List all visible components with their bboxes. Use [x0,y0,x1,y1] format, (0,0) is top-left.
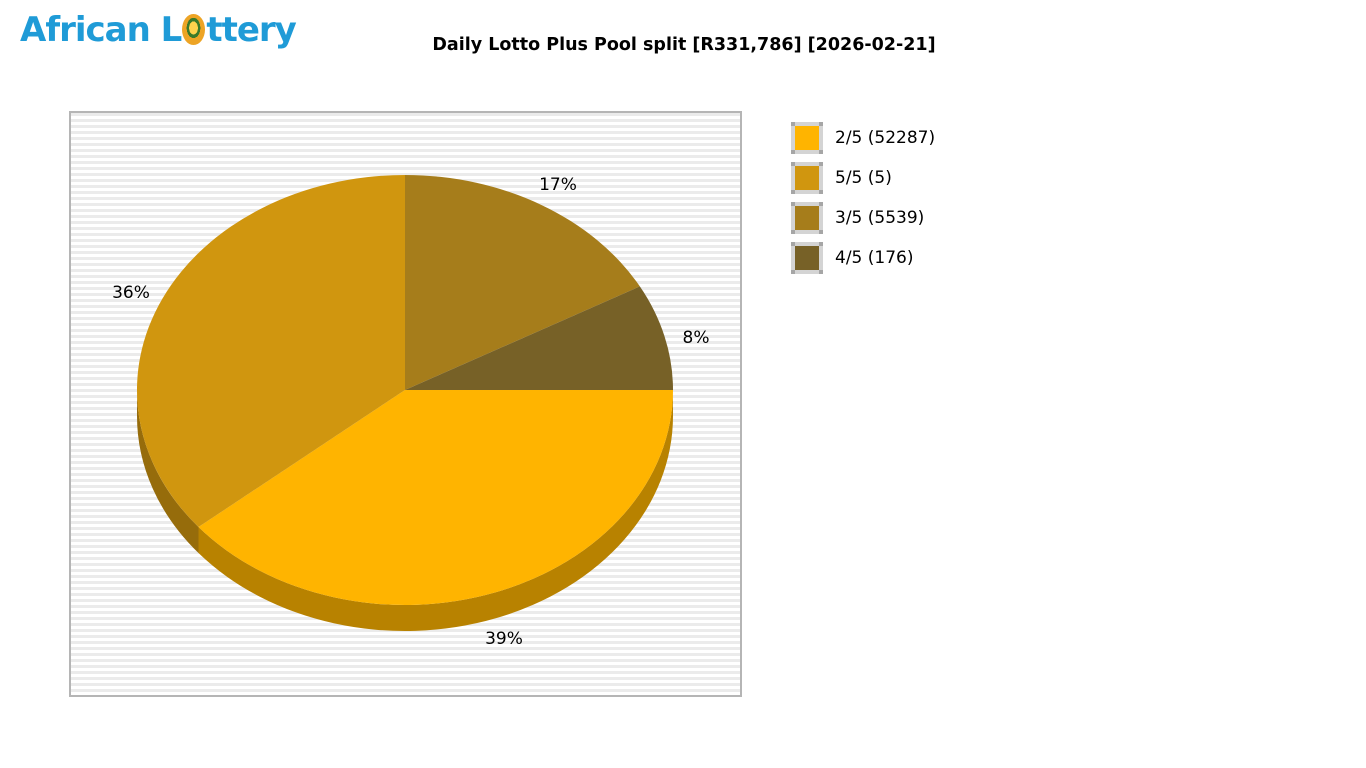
legend-label: 3/5 (5539) [835,208,925,228]
legend-swatch-5of5 [791,162,823,194]
legend-label: 5/5 (5) [835,168,892,188]
legend-swatch-3of5 [791,202,823,234]
chart-title: Daily Lotto Plus Pool split [R331,786] [… [432,35,936,55]
legend-swatch-2of5 [791,122,823,154]
logo-text-prefix: African L [20,10,182,50]
legend-item: 3/5 (5539) [791,202,935,234]
legend-item: 2/5 (52287) [791,122,935,154]
slice-label-4of5: 8% [682,328,710,348]
slice-label-3of5: 17% [539,175,577,195]
legend-swatch-4of5 [791,242,823,274]
slice-label-5of5: 36% [112,283,150,303]
legend-label: 2/5 (52287) [835,128,936,148]
slice-label-2of5: 39% [485,629,523,649]
pie-chart-area: 17% 8% 39% 36% [69,111,742,697]
site-logo[interactable]: African L ttery [20,10,297,50]
legend-item: 5/5 (5) [791,162,935,194]
logo-text-suffix: ttery [206,10,296,50]
pie-chart [137,175,673,631]
lottery-ball-icon [182,14,206,45]
chart-legend: 2/5 (52287) 5/5 (5) 3/5 (5539) 4/5 (176) [791,122,935,282]
legend-label: 4/5 (176) [835,248,914,268]
legend-item: 4/5 (176) [791,242,935,274]
